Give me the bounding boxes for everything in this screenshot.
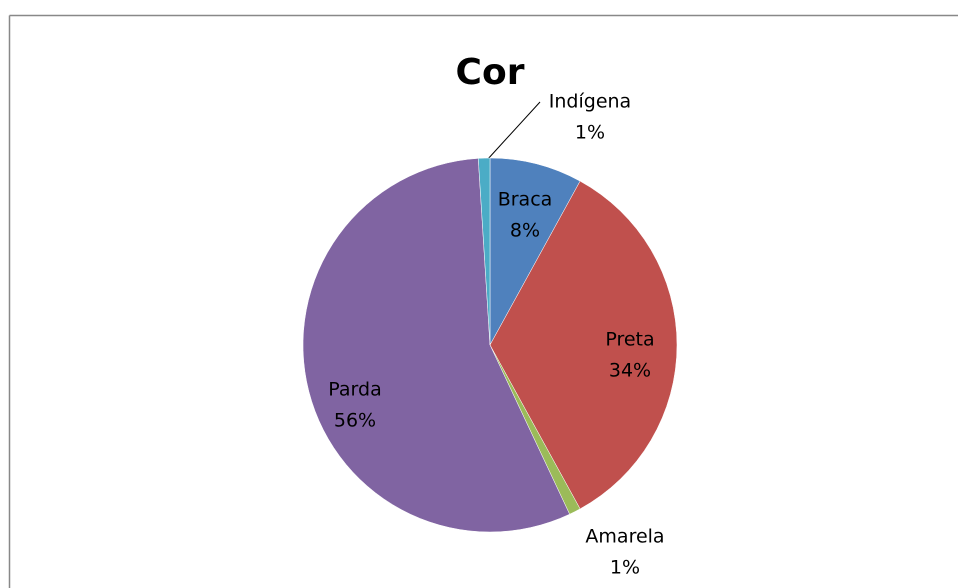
value-label: 1% bbox=[575, 122, 605, 144]
value-label: 56% bbox=[334, 410, 376, 432]
pie-slice bbox=[477, 157, 491, 346]
slice-label: Parda bbox=[328, 379, 381, 401]
pie-slice bbox=[302, 158, 570, 533]
value-label: 1% bbox=[610, 557, 640, 579]
slice-label: Indígena bbox=[549, 91, 631, 113]
value-label: 8% bbox=[510, 220, 540, 242]
slice-label: Braca bbox=[498, 189, 553, 211]
slice-label: Preta bbox=[605, 329, 654, 351]
pie-slice bbox=[489, 180, 678, 510]
pie-slice bbox=[489, 157, 581, 346]
chart-title: Cor bbox=[456, 52, 525, 93]
value-label: 34% bbox=[609, 360, 651, 382]
slice-label: Amarela bbox=[585, 526, 664, 548]
leader-line bbox=[486, 101, 541, 161]
